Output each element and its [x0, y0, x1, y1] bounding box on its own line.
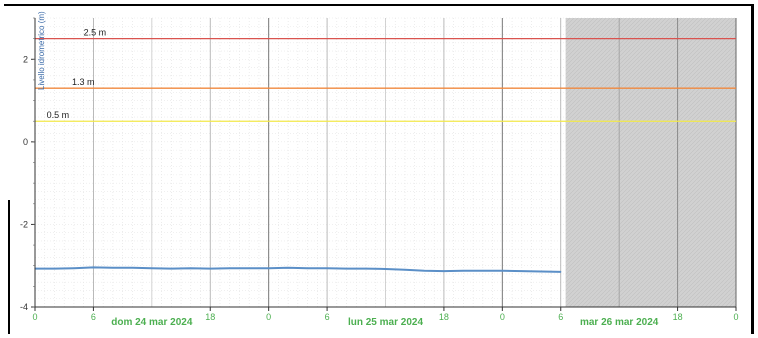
water-level-point [190, 267, 192, 269]
axes [31, 17, 737, 311]
chart-frame-left-edge [8, 200, 10, 334]
y-tick-label: -4 [20, 302, 28, 312]
x-tick-label: 0 [266, 312, 271, 322]
y-tick-label: 2 [23, 54, 28, 64]
water-level-point [345, 268, 348, 270]
y-axis-title: Livello idrometrico (m) [37, 11, 46, 90]
x-day-label: dom 24 mar 2024 [111, 317, 193, 328]
water-level-point [229, 267, 231, 269]
x-tick-label: 6 [325, 312, 330, 322]
water-level-point [268, 267, 270, 269]
water-level-point [384, 268, 387, 270]
y-tick-label: 0 [23, 137, 28, 147]
water-level-point [73, 267, 75, 269]
axis-labels: -4 -2 0 2 0 6 18 0 6 18 0 6 18 0 dom 24 mar 2024 lun 25… [20, 11, 739, 328]
water-level-point [53, 268, 56, 270]
water-level-point [365, 268, 367, 270]
threshold-label: 0.5 m [47, 110, 70, 120]
x-tick-label: 0 [733, 312, 738, 322]
water-level-point [462, 270, 464, 272]
water-level-point [540, 270, 542, 273]
water-level-point [521, 270, 523, 272]
threshold-lines: 2.5 m 1.3 m 0.5 m [35, 28, 736, 122]
water-level-point [248, 267, 250, 269]
x-tick-label: 6 [558, 312, 563, 322]
x-tick-label: 0 [500, 312, 505, 322]
water-level-point [560, 271, 562, 273]
water-level-point [423, 270, 426, 272]
water-level-point [404, 269, 406, 271]
water-level-point [131, 267, 133, 269]
water-level-point [482, 270, 484, 272]
water-level-point [209, 268, 211, 270]
x-day-label: lun 25 mar 2024 [348, 317, 423, 328]
water-level-point [307, 267, 309, 269]
x-tick-label: 18 [439, 312, 449, 322]
series-layer [34, 266, 562, 273]
forecast-region [565, 18, 736, 307]
water-level-point [92, 266, 95, 268]
water-level-point [443, 270, 445, 272]
chart-frame [4, 4, 754, 334]
x-tick-label: 0 [32, 312, 37, 322]
threshold-label: 2.5 m [84, 28, 107, 38]
x-tick-label: 18 [205, 312, 215, 322]
x-day-label: mar 26 mar 2024 [580, 317, 659, 328]
threshold-label: 1.3 m [72, 77, 95, 87]
water-level-series-line [35, 266, 561, 273]
water-level-point [151, 267, 153, 269]
water-level-point [501, 270, 503, 272]
water-level-point [287, 267, 289, 269]
forecast-shaded-region [565, 18, 737, 307]
x-tick-label: 18 [673, 312, 683, 322]
water-level-point [112, 267, 114, 269]
y-tick-label: -2 [20, 219, 28, 229]
water-level-point [170, 268, 172, 270]
x-tick-label: 6 [91, 312, 96, 322]
water-level-point [326, 267, 328, 269]
